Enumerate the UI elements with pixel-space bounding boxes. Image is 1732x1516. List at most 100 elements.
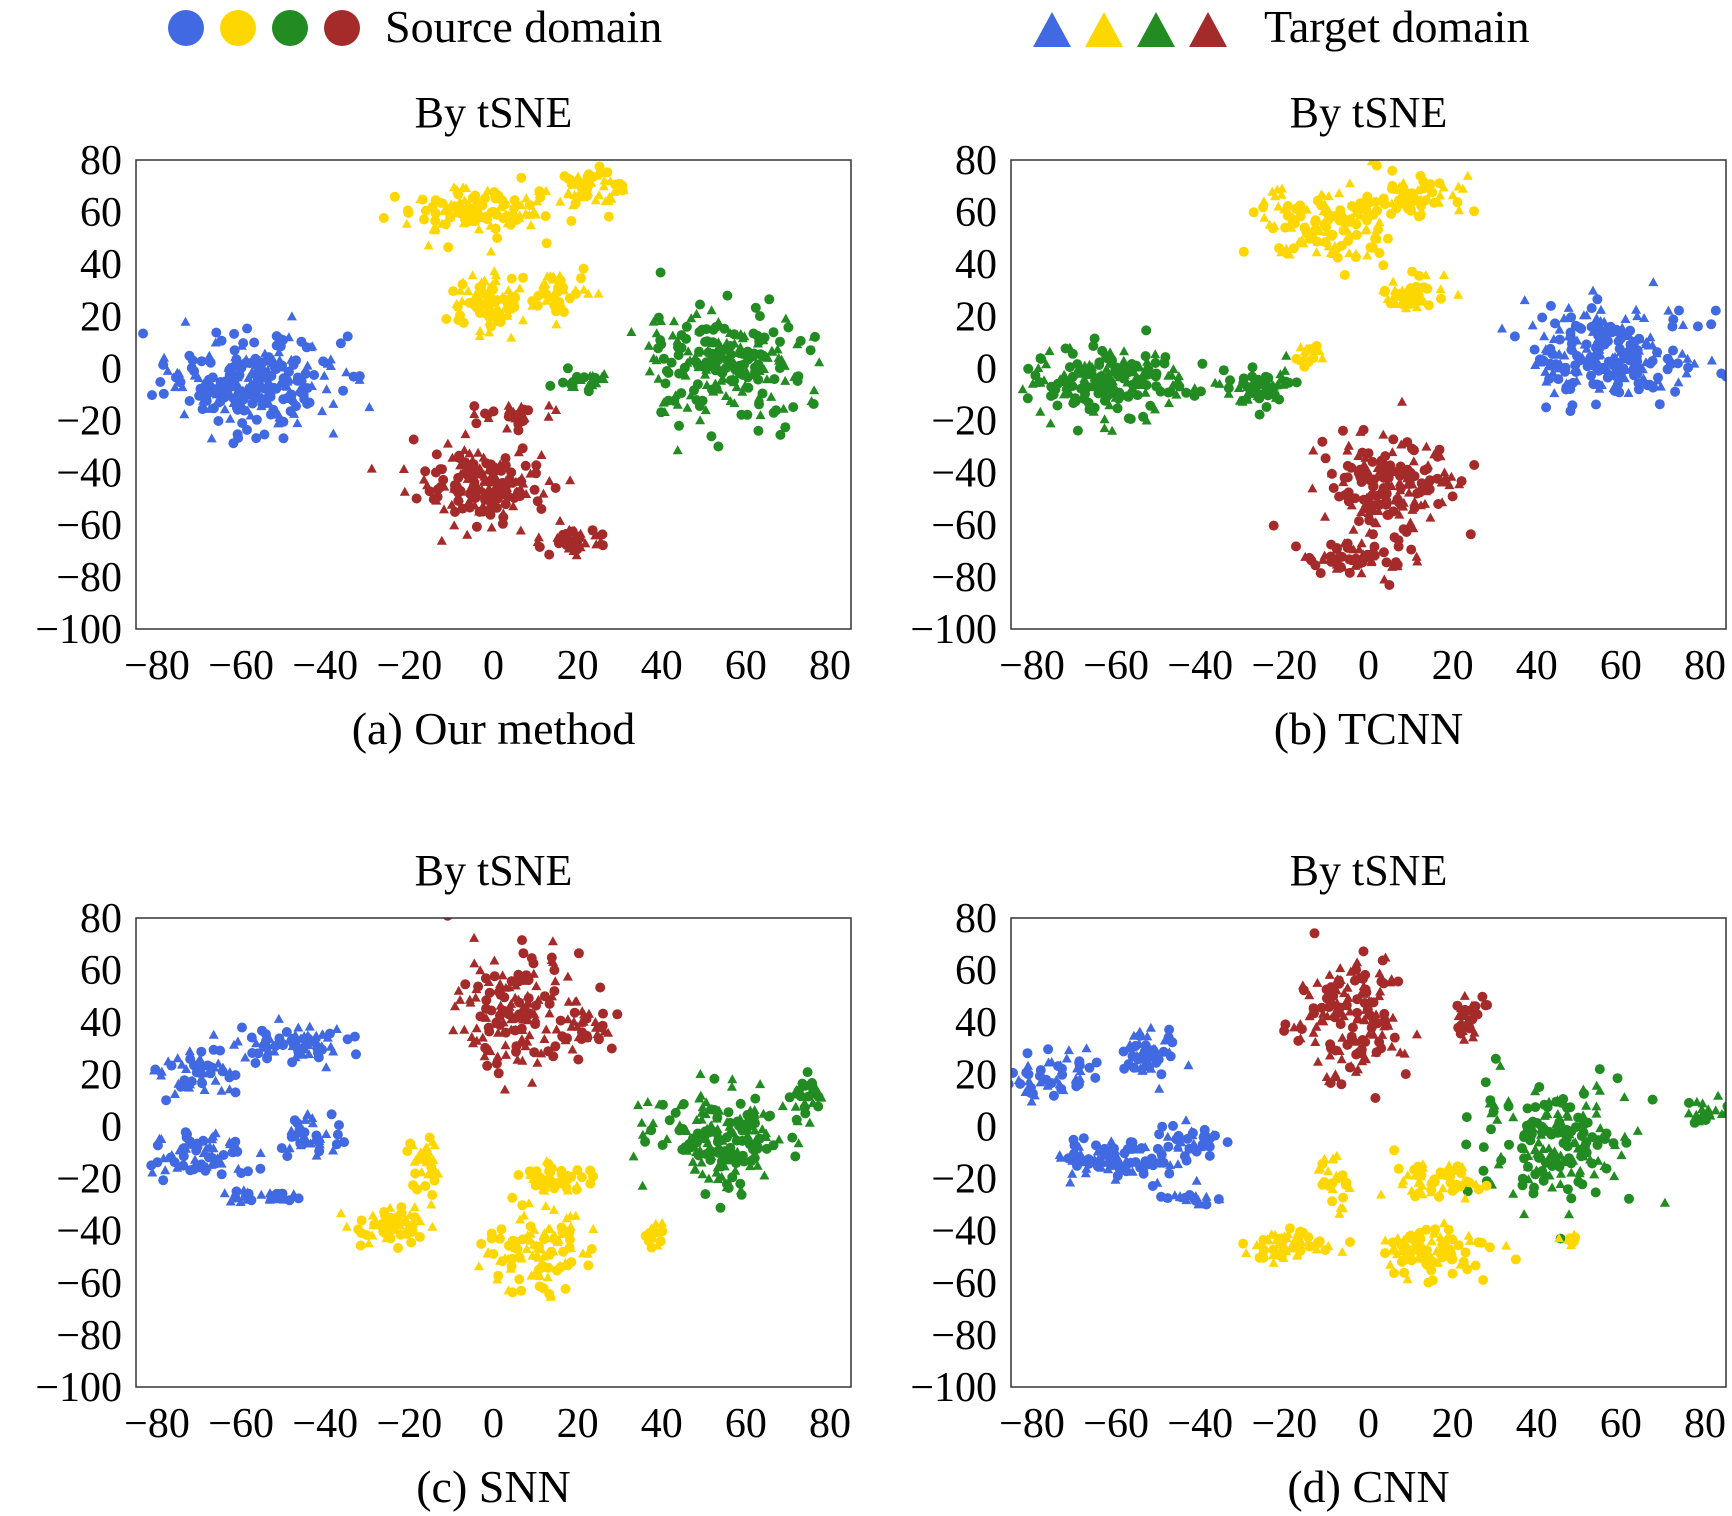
target-point [789, 371, 800, 381]
source-point [1533, 1152, 1544, 1163]
source-point [1254, 389, 1265, 400]
target-point [528, 1174, 539, 1183]
source-point [1091, 1057, 1102, 1068]
target-point [1359, 1014, 1370, 1024]
scatter-points [1017, 160, 1726, 590]
target-point [1425, 1176, 1436, 1186]
target-point [1459, 1034, 1470, 1044]
source-point [582, 1032, 593, 1043]
target-point [498, 1017, 509, 1027]
target-point [1150, 404, 1160, 414]
target-point [1408, 456, 1419, 466]
source-point [1379, 199, 1390, 210]
source-point [1319, 1177, 1330, 1187]
target-point [499, 1084, 510, 1094]
source-point [453, 315, 464, 325]
source-point [215, 1045, 226, 1056]
target-point [1325, 248, 1336, 257]
target-point [1269, 220, 1280, 230]
x-tick-label: 0 [1358, 643, 1379, 689]
source-point [511, 1041, 522, 1052]
source-point [1462, 1264, 1473, 1275]
source-point [1509, 331, 1520, 342]
source-point [435, 482, 446, 493]
source-point [1347, 1022, 1358, 1033]
target-point [419, 474, 429, 484]
target-point [740, 380, 751, 390]
source-point [356, 1215, 367, 1226]
source-point [1416, 1169, 1427, 1180]
source-point [1566, 344, 1577, 355]
source-point [1342, 460, 1353, 471]
target-point [287, 1041, 298, 1051]
source-point [1586, 321, 1597, 332]
target-point [695, 1069, 706, 1078]
target-point [184, 1046, 195, 1056]
source-point [523, 974, 534, 985]
x-tick-label: −80 [124, 1401, 190, 1447]
target-point [536, 450, 547, 459]
target-point [1110, 1174, 1121, 1184]
target-point [1358, 988, 1369, 998]
target-point [1521, 1123, 1532, 1133]
target-point [1017, 384, 1028, 394]
source-point [1478, 1165, 1489, 1176]
target-point [1273, 1234, 1284, 1244]
target-point [430, 223, 441, 233]
source-point [1112, 403, 1123, 414]
target-point [755, 1079, 766, 1089]
source-point [1339, 472, 1350, 483]
source-point [184, 396, 195, 406]
target-point [482, 1248, 493, 1258]
target-point [528, 968, 539, 978]
target-point [1558, 1127, 1569, 1137]
target-point [1566, 1167, 1577, 1177]
target-point [460, 429, 471, 439]
source-point [513, 976, 524, 987]
target-point [591, 1022, 601, 1032]
source-point [1647, 1094, 1658, 1105]
target-point [1035, 406, 1046, 416]
target-point [1106, 1136, 1117, 1146]
source-point [527, 296, 538, 306]
legend-target-label: Target domain [1264, 1, 1529, 52]
source-point [737, 369, 748, 380]
source-point [1011, 1067, 1018, 1078]
target-point [1355, 210, 1366, 220]
source-point [1537, 1127, 1547, 1138]
target-point [1339, 988, 1350, 998]
source-point [1293, 1232, 1304, 1242]
source-point [735, 1098, 746, 1109]
source-point [802, 1067, 813, 1078]
target-point [1080, 1168, 1091, 1178]
target-point [1497, 323, 1507, 333]
source-point [536, 504, 547, 514]
target-point [652, 1240, 663, 1250]
source-point [716, 1156, 727, 1167]
target-point [1343, 440, 1354, 450]
source-point [508, 1241, 519, 1252]
source-point [1394, 195, 1404, 206]
target-point [585, 378, 596, 388]
source-point [726, 349, 736, 360]
target-point [657, 1217, 668, 1227]
target-point [1632, 369, 1643, 379]
source-point [1413, 1161, 1423, 1172]
target-point [259, 348, 270, 358]
target-point [1435, 1232, 1446, 1242]
source-point [1504, 1139, 1514, 1150]
target-point [1314, 346, 1325, 355]
target-point [471, 287, 482, 297]
target-point [1678, 320, 1689, 329]
source-point [554, 297, 565, 308]
target-point [1300, 551, 1311, 561]
target-point [1401, 298, 1412, 308]
source-point [389, 191, 400, 202]
target-point [213, 1058, 224, 1068]
source-point [1335, 1019, 1346, 1030]
target-point [516, 472, 527, 482]
source-point [492, 316, 503, 327]
source-point [489, 207, 500, 218]
target-point [1387, 1012, 1398, 1022]
